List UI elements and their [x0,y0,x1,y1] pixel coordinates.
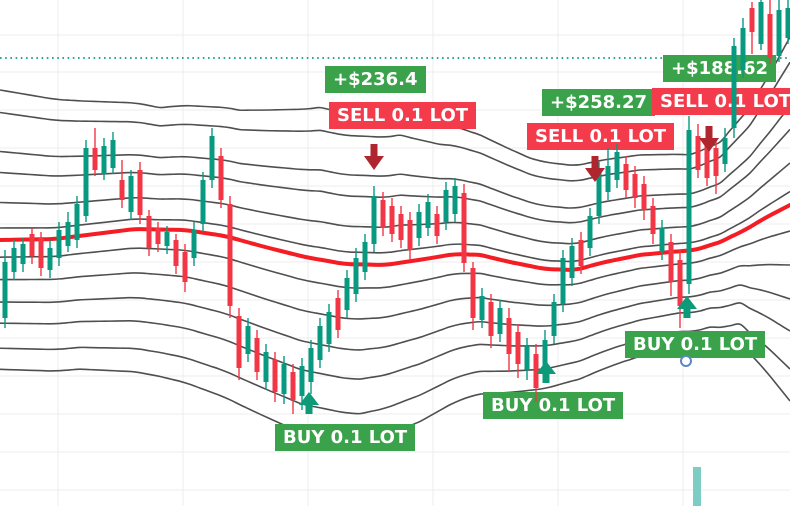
profit-badge[interactable]: +$236.4 [325,66,426,93]
sell-order-badge[interactable]: SELL 0.1 LOT [527,123,674,150]
sell-order-badge[interactable]: SELL 0.1 LOT [329,102,476,129]
profit-badge[interactable]: +$188.62 [663,55,776,82]
buy-order-badge[interactable]: BUY 0.1 LOT [275,424,415,451]
sell-order-badge[interactable]: SELL 0.1 LOT [652,88,790,115]
center-moving-average-line [0,205,790,270]
buy-order-badge[interactable]: BUY 0.1 LOT [625,331,765,358]
profit-badge[interactable]: +$258.27 [542,89,655,116]
buy-order-badge[interactable]: BUY 0.1 LOT [483,392,623,419]
trading-chart[interactable]: +$236.4 SELL 0.1 LOT +$258.27 SELL 0.1 L… [0,0,790,506]
